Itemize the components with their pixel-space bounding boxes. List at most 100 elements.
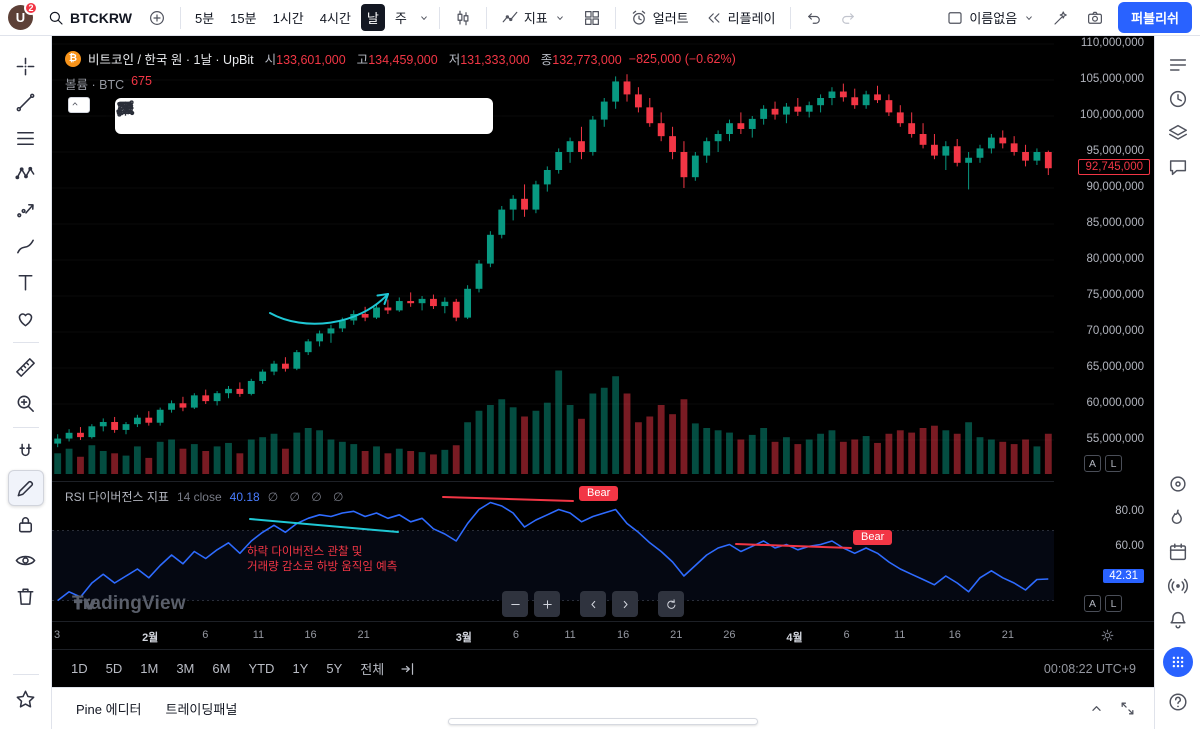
reset-chart-button[interactable] [658, 591, 684, 617]
volume-legend[interactable]: 볼륨 · BTC 675 [65, 74, 152, 93]
redo-button[interactable] [833, 5, 863, 31]
forecast-tool-button[interactable] [8, 192, 44, 228]
log-scale-button[interactable]: L [1105, 455, 1122, 472]
range-6M-button[interactable]: 6M [203, 655, 239, 682]
range-5D-button[interactable]: 5D [97, 655, 132, 682]
horizontal-line-tool[interactable] [117, 101, 201, 131]
range-1D-button[interactable]: 1D [62, 655, 97, 682]
indicators-button[interactable]: 지표 [495, 4, 573, 31]
time-label: 6 [202, 629, 209, 641]
interval-4h[interactable]: 4시간 [319, 11, 351, 26]
alerts-log-button[interactable] [1161, 82, 1195, 116]
streams-button[interactable] [1161, 569, 1195, 603]
price-axis[interactable]: 110,000,000 105,000,000 100,000,000 95,000,… [1054, 36, 1154, 649]
interval-5m[interactable]: 5분 [194, 11, 215, 26]
hide-all-drawings-tool-button[interactable] [8, 542, 44, 578]
clock-display[interactable]: 00:08:22 UTC+9 [1043, 661, 1136, 676]
flat-lines-tool[interactable] [117, 101, 361, 131]
help-button[interactable] [1161, 685, 1195, 719]
price-chart-canvas[interactable] [52, 36, 1054, 481]
alarm-clock-icon [632, 10, 645, 25]
trend-line-tool-button[interactable] [8, 84, 44, 120]
elliott-impulse-tool[interactable] [117, 101, 265, 131]
range-3M-button[interactable]: 3M [167, 655, 203, 682]
text-tool-button[interactable] [8, 264, 44, 300]
watchlist-button[interactable] [1161, 48, 1195, 82]
object-tree-button[interactable] [1161, 116, 1195, 150]
publish-button[interactable]: 퍼블리쉬 [1118, 2, 1192, 33]
scroll-zoom-in-button[interactable] [534, 591, 560, 617]
crosshair-tool-button[interactable] [8, 48, 44, 84]
arc-tool[interactable] [116, 101, 425, 131]
rsi-legend[interactable]: RSI 다이버전스 지표 14 close 40.18 ∅ ∅ ∅ ∅ [65, 488, 348, 505]
range-1M-button[interactable]: 1M [131, 655, 167, 682]
maximize-panel-icon[interactable] [1119, 700, 1136, 717]
parallel-channel-tool[interactable] [117, 101, 329, 131]
layout-menu-button[interactable]: 이름없음 [940, 4, 1042, 31]
bear-flag-label-2[interactable]: Bear [853, 530, 893, 545]
time-label: 16 [948, 629, 961, 641]
replay-button[interactable]: 리플레이 [699, 4, 782, 31]
user-avatar[interactable]: U 2 [8, 1, 38, 30]
alert-label: 얼러트 [652, 11, 689, 26]
chevron-down-icon[interactable] [417, 11, 431, 25]
text-tool[interactable] [119, 101, 489, 131]
abc-correction-tool[interactable] [117, 101, 297, 131]
interval-1h[interactable]: 1시간 [272, 11, 304, 26]
emoji-tool-button[interactable] [8, 300, 44, 336]
scroll-left-button[interactable] [580, 591, 606, 617]
indicator-templates-button[interactable] [577, 5, 607, 31]
symbol-search-button[interactable]: BTCKRW [41, 5, 138, 31]
toolbar-collapse-button[interactable] [68, 97, 90, 113]
measure-tool-button[interactable] [8, 349, 44, 385]
range-5Y-button[interactable]: 5Y [317, 655, 351, 682]
xabcd-pattern-tool-button[interactable] [8, 156, 44, 192]
range-전체-button[interactable]: 전체 [351, 655, 393, 682]
snapshot-button[interactable] [1080, 5, 1110, 31]
range-1Y-button[interactable]: 1Y [283, 655, 317, 682]
magnet-tool-button[interactable] [8, 434, 44, 470]
undo-button[interactable] [799, 5, 829, 31]
bell-icon [1169, 611, 1186, 629]
divergence-note[interactable]: 하락 다이버전스 관찰 및 거래량 감소로 하방 움직임 예측 [247, 545, 397, 575]
axis-settings-gear-icon[interactable] [1099, 627, 1116, 644]
remove-all-drawings-tool-button[interactable] [8, 578, 44, 614]
go-to-date-button[interactable] [399, 660, 417, 678]
calendar-button[interactable] [1161, 535, 1195, 569]
tab-pine-editor[interactable]: Pine 에디터 [64, 693, 154, 724]
interval-1w[interactable]: 주 [394, 11, 407, 26]
scroll-zoom-out-button[interactable] [502, 591, 528, 617]
expand-panel-chevron-icon[interactable] [1088, 700, 1105, 717]
interval-15m[interactable]: 15분 [230, 11, 257, 26]
fib-retracement-tool-button[interactable] [8, 120, 44, 156]
brush-tool-button[interactable] [8, 228, 44, 264]
trend-line-tool[interactable] [117, 100, 169, 131]
hotlists-button[interactable] [1161, 501, 1195, 535]
time-axis[interactable]: 3 2월 6 11 16 21 3월 6 11 16 21 26 4월 6 11 16 21 [52, 621, 1154, 649]
favorite-drawings-tool-button[interactable] [8, 681, 44, 717]
notifications-button[interactable] [1161, 603, 1195, 637]
symbol-legend[interactable]: ₿ 비트코인 / 한국 원 · 1날 · UpBit 시133,601,000 … [65, 49, 736, 68]
auto-scale-button[interactable]: A [1084, 595, 1101, 612]
brush-tool[interactable] [118, 101, 457, 131]
apps-menu-button[interactable] [1162, 647, 1193, 677]
rectangle-tool[interactable] [117, 101, 393, 131]
panel-drag-handle[interactable] [448, 718, 758, 725]
tab-trading-panel[interactable]: 트레이딩패널 [154, 693, 250, 724]
interval-1d[interactable]: 날 [360, 4, 385, 31]
scroll-right-button[interactable] [612, 591, 638, 617]
compare-add-button[interactable] [142, 5, 172, 31]
quick-search-button[interactable] [1046, 5, 1076, 31]
log-scale-button[interactable]: L [1105, 595, 1122, 612]
chart-style-button[interactable] [448, 5, 478, 31]
bear-flag-label-1[interactable]: Bear [579, 486, 619, 501]
draw-tool-button[interactable] [7, 470, 44, 506]
range-YTD-button[interactable]: YTD [239, 655, 283, 682]
alert-button[interactable]: 얼러트 [624, 4, 695, 31]
auto-scale-button[interactable]: A [1084, 455, 1101, 472]
chat-button[interactable] [1161, 150, 1195, 184]
zoom-in-tool-button[interactable] [8, 385, 44, 421]
lock-all-drawings-tool-button[interactable] [8, 506, 44, 542]
screener-button[interactable] [1161, 467, 1195, 501]
xabcd-tool[interactable] [116, 101, 233, 131]
